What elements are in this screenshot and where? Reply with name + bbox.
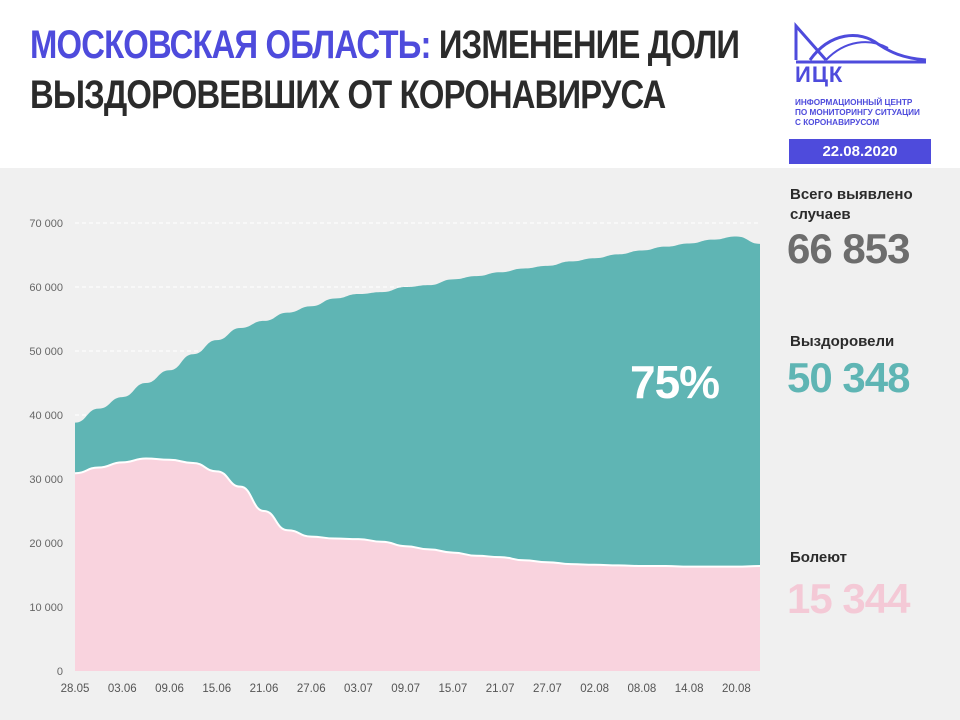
logo-subtitle-line1: Информационный центр xyxy=(795,98,913,107)
title-region: Московская область: xyxy=(30,23,431,67)
page-title: Московская область: изменение доли выздо… xyxy=(30,20,740,120)
logo-subtitle-line2: по мониторингу ситуации xyxy=(795,108,920,117)
total-cases-label-line1: Всего выявлено xyxy=(790,186,913,203)
total-cases-value: 66 853 xyxy=(787,225,910,272)
date-badge: 22.08.2020 xyxy=(789,139,931,164)
x-tick-label: 27.06 xyxy=(297,683,326,695)
x-tick-label: 15.07 xyxy=(439,683,468,695)
area-chart: 0 10 000 20 000 30 000 40 000 50 000 60 000 70 … xyxy=(29,218,761,695)
x-axis: 28.05 03.06 09.06 15.06 21.06 27.06 03.07 09.07… xyxy=(61,683,751,695)
y-tick-label: 10 000 xyxy=(29,602,63,614)
x-tick-label: 08.08 xyxy=(628,683,657,695)
recovered-value: 50 348 xyxy=(787,354,910,401)
x-tick-label: 02.08 xyxy=(580,683,609,695)
x-tick-label: 21.07 xyxy=(486,683,515,695)
title-line2: выздоровевших от коронавируса xyxy=(30,73,666,117)
x-tick-label: 14.08 xyxy=(675,683,704,695)
y-tick-label: 40 000 xyxy=(29,410,63,422)
x-tick-label: 09.07 xyxy=(391,683,420,695)
y-tick-label: 20 000 xyxy=(29,538,63,550)
y-axis: 0 10 000 20 000 30 000 40 000 50 000 60 000 70 … xyxy=(29,218,63,678)
x-tick-label: 09.06 xyxy=(155,683,184,695)
total-cases-label: Всего выявлено случаев xyxy=(790,185,940,225)
title-line1-rest: изменение доли xyxy=(430,23,740,67)
x-tick-label: 03.07 xyxy=(344,683,373,695)
x-tick-label: 27.07 xyxy=(533,683,562,695)
logo-subtitle-line3: с коронавирусом xyxy=(795,118,880,127)
logo-name: ИЦК xyxy=(795,62,844,87)
series-sick-area xyxy=(75,458,760,671)
x-tick-label: 03.06 xyxy=(108,683,137,695)
y-tick-label: 50 000 xyxy=(29,346,63,358)
y-tick-label: 70 000 xyxy=(29,218,63,230)
logo: ИЦК Информационный центр по мониторингу … xyxy=(790,22,940,132)
x-tick-label: 21.06 xyxy=(250,683,279,695)
y-tick-label: 60 000 xyxy=(29,282,63,294)
x-tick-label: 28.05 xyxy=(61,683,90,695)
logo-subtitle: Информационный центр по мониторингу ситу… xyxy=(795,98,945,128)
recovered-label: Выздоровели xyxy=(790,333,895,350)
logo-wave-icon xyxy=(794,22,927,64)
series-boundary-line xyxy=(74,457,761,568)
y-tick-label: 0 xyxy=(57,666,63,678)
sick-value: 15 344 xyxy=(787,575,910,622)
x-tick-label: 20.08 xyxy=(722,683,751,695)
y-tick-label: 30 000 xyxy=(29,474,63,486)
sick-label: Болеют xyxy=(790,549,848,566)
header: Московская область: изменение доли выздо… xyxy=(0,0,960,168)
x-tick-label: 15.06 xyxy=(202,683,231,695)
total-cases-label-line2: случаев xyxy=(790,206,851,223)
recovered-share-label: 75% xyxy=(630,356,720,408)
series-recovered-area xyxy=(75,236,760,567)
chart-areas xyxy=(74,236,761,671)
